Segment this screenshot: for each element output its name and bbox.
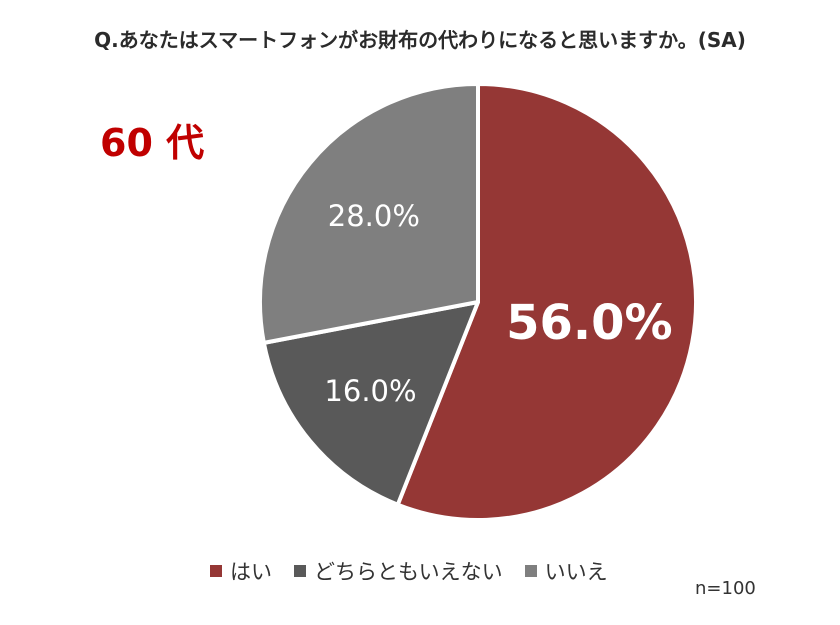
legend-label-no: いいえ [544,560,608,584]
chart-title: Q.あなたはスマートフォンがお財布の代わりになると思いますか。(SA) [94,28,746,52]
pie-label-yes: 56.0% [506,295,673,351]
legend-item-neutral: どちらともいえない [294,556,503,586]
age-group-label: 60 代 [100,121,205,165]
pie-label-no: 28.0% [328,199,420,233]
legend: はい どちらともいえない いいえ [210,556,630,586]
legend-item-no: いいえ [524,556,608,586]
pie-slice-neutral [261,300,480,507]
pie-label-neutral: 16.0% [324,374,416,408]
legend-swatch-no [524,565,537,577]
legend-item-yes: はい [210,556,272,586]
pie-slice-yes [395,82,698,522]
sample-size-label: n=100 [695,578,756,599]
legend-label-neutral: どちらともいえない [314,560,503,584]
legend-swatch-yes [210,565,222,577]
legend-label-yes: はい [230,560,272,584]
legend-swatch-neutral [294,565,306,577]
pie-slice-no [258,82,480,345]
